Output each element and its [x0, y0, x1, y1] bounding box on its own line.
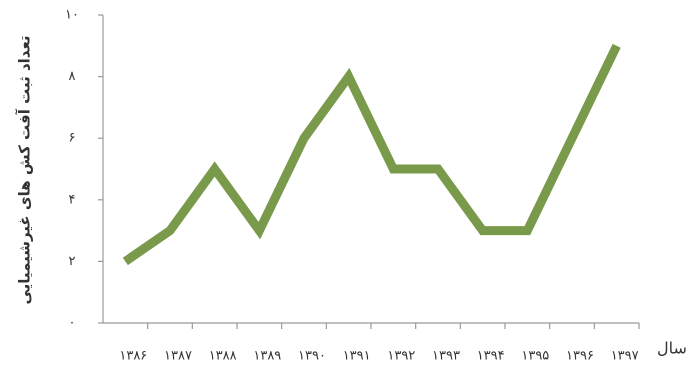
x-tick-label: ۱۳۹۲: [387, 349, 415, 364]
y-axis-title: تعداد ثبت آفت کش های غیرشیمیایی: [16, 35, 34, 304]
y-tick-label: ۲: [69, 254, 76, 269]
x-tick-label: ۱۳۸۷: [164, 349, 192, 364]
y-tick-label: ۶: [69, 131, 76, 146]
x-axis-title: سال: [657, 339, 687, 358]
x-tick-label: ۱۳۸۶: [119, 349, 147, 364]
y-tick-label: ۴: [69, 192, 76, 207]
x-tick-label: ۱۳۹۴: [477, 349, 505, 364]
x-tick-label: ۱۳۸۹: [253, 349, 281, 364]
y-tick-label: ۸: [69, 69, 76, 84]
x-tick-label: ۱۳۹۷: [611, 349, 639, 364]
x-tick-label: ۱۳۹۵: [521, 349, 549, 364]
x-tick-label: ۱۳۹۶: [566, 349, 594, 364]
y-tick-label: ۰: [69, 316, 76, 331]
x-tick-label: ۱۳۹۱: [343, 349, 371, 364]
x-tick-label: ۱۳۸۸: [209, 349, 237, 364]
x-tick-label: ۱۳۹۰: [298, 349, 326, 364]
y-tick-label: ۱۰: [65, 8, 79, 23]
line: [122, 43, 621, 266]
x-tick-label: ۱۳۹۳: [432, 349, 460, 364]
